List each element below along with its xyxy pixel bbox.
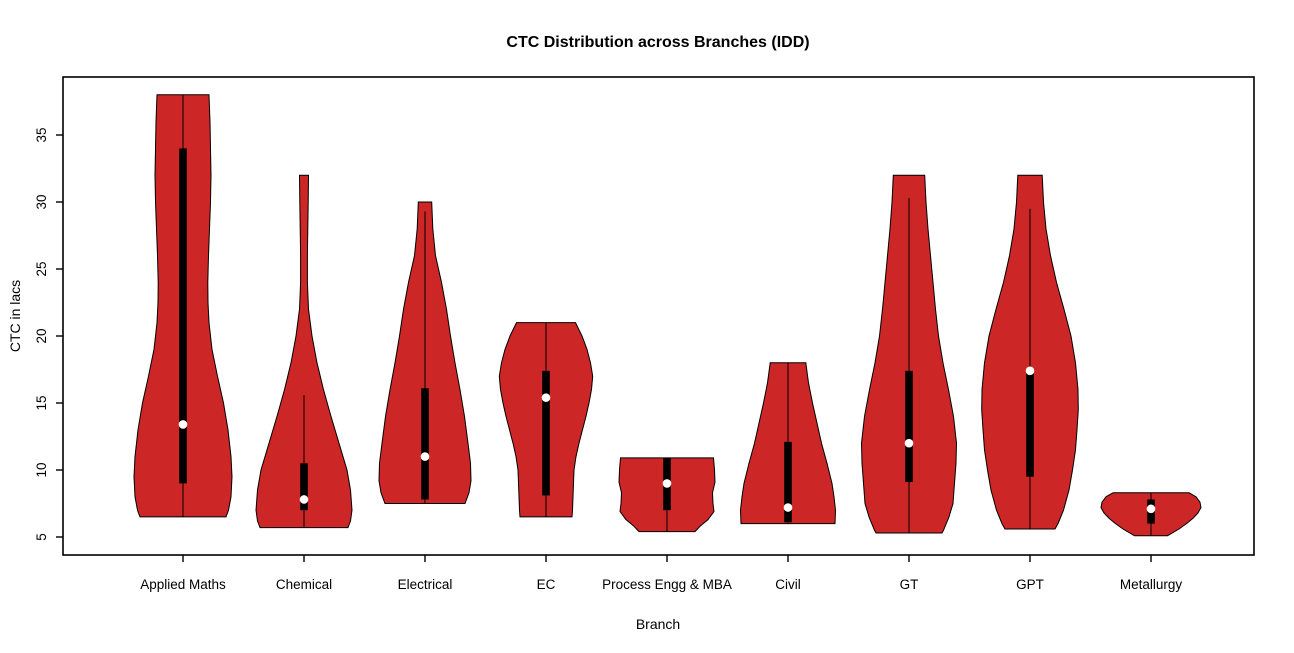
violin-shape — [255, 174, 353, 529]
violin-iqr-box — [905, 370, 913, 483]
violin-gpt — [981, 174, 1079, 530]
x-tick-label: Process Engg & MBA — [602, 577, 732, 592]
violin-gt — [860, 174, 958, 534]
x-tick-label: GPT — [1016, 577, 1044, 592]
y-tick-label: 25 — [34, 261, 49, 276]
violin-median-dot — [178, 420, 188, 429]
y-axis-label: CTC in lacs — [7, 280, 23, 352]
violin-median-dot — [420, 452, 430, 461]
violin-median-dot — [1025, 366, 1035, 376]
x-tick-label: Civil — [775, 577, 801, 592]
x-tick-label: Applied Maths — [140, 577, 226, 592]
violin-chemical — [255, 174, 353, 529]
violin-ec — [498, 322, 594, 518]
plot-box — [62, 76, 1255, 556]
x-axis-ticks: Applied Maths Chemical Electrical EC Process… — [140, 555, 1182, 592]
violin-civil — [739, 362, 837, 525]
violin-median-dot — [662, 479, 672, 488]
violin-iqr-box — [542, 370, 550, 496]
violin-iqr-box — [1026, 370, 1034, 477]
x-axis-label: Branch — [636, 616, 680, 632]
violin-iqr-box — [421, 388, 429, 500]
x-tick-label: Chemical — [276, 577, 332, 592]
x-tick-label: Metallurgy — [1120, 577, 1183, 592]
violin-median-dot — [1146, 504, 1156, 514]
y-tick-label: 20 — [34, 328, 49, 343]
violin-applied-maths — [133, 94, 233, 518]
violin-median-dot — [904, 438, 914, 448]
y-axis-ticks: 5 10 15 20 25 30 35 — [34, 127, 63, 541]
y-tick-label: 35 — [34, 127, 49, 142]
y-tick-label: 30 — [34, 194, 49, 209]
x-tick-label: EC — [537, 577, 556, 592]
violin-electrical — [378, 201, 472, 504]
y-tick-label: 15 — [34, 395, 49, 410]
chart-title: CTC Distribution across Branches (IDD) — [506, 34, 809, 51]
violin-median-dot — [299, 495, 309, 504]
violin-iqr-box — [300, 463, 308, 511]
violin-process-engg-mba — [618, 457, 716, 533]
violin-iqr-box — [784, 441, 792, 523]
y-tick-label: 10 — [34, 462, 49, 477]
violin-median-dot — [783, 503, 793, 512]
x-tick-label: GT — [900, 577, 919, 592]
x-tick-label: Electrical — [398, 577, 453, 592]
y-tick-label: 5 — [34, 533, 49, 541]
violin-median-dot — [541, 393, 551, 402]
violins-layer — [133, 94, 1202, 537]
violin-iqr-box — [179, 148, 187, 484]
violin-metallurgy — [1100, 492, 1202, 537]
